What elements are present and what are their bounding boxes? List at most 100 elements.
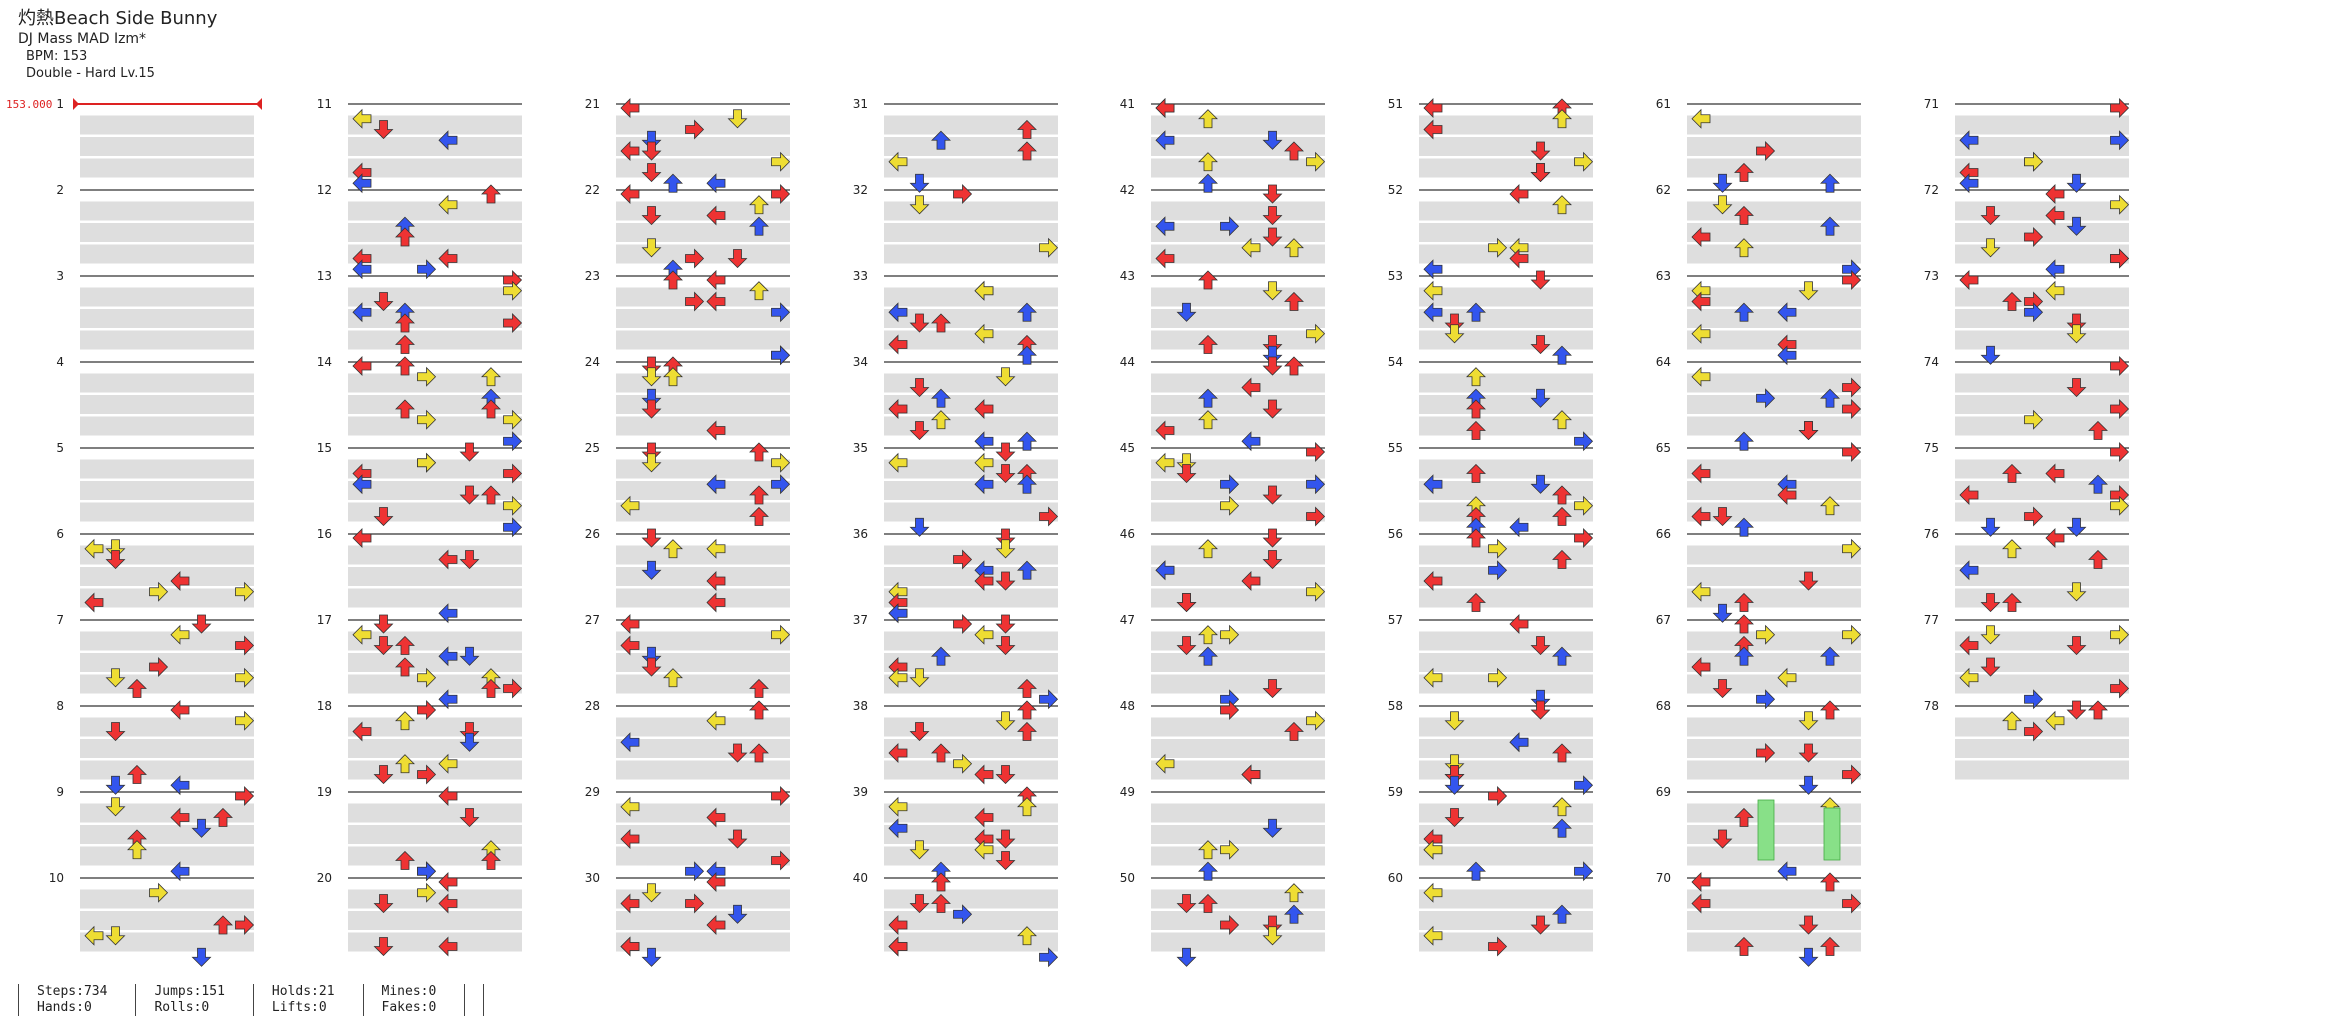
measure-number: 46: [1120, 527, 1135, 541]
step-arrow-icon: [909, 421, 930, 441]
step-arrow-icon: [1959, 485, 1979, 505]
step-arrow-icon: [663, 539, 683, 559]
step-arrow-icon: [1959, 635, 1979, 656]
step-arrow-icon: [974, 624, 994, 645]
step-arrow-icon: [503, 495, 523, 516]
step-arrow-icon: [1198, 625, 1218, 645]
measure-number: 62: [1656, 183, 1671, 197]
beat-band: [616, 717, 790, 737]
measure-number: 60: [1388, 871, 1403, 885]
step-arrow-icon: [352, 302, 372, 323]
beat-band: [1151, 330, 1325, 350]
step-arrow-icon: [771, 151, 791, 172]
step-arrow-icon: [2024, 151, 2044, 172]
measure-number: 28: [585, 699, 600, 713]
step-arrow-icon: [1756, 689, 1776, 710]
beat-band: [348, 287, 522, 307]
beat-band: [1687, 223, 1861, 242]
step-arrow-icon: [1262, 281, 1283, 301]
step-arrow-icon: [1980, 657, 2001, 677]
step-arrow-icon: [1530, 689, 1551, 709]
beat-band: [80, 459, 254, 479]
step-arrow-icon: [706, 474, 726, 495]
step-arrow-icon: [1176, 894, 1197, 914]
step-arrow-icon: [1980, 345, 2001, 365]
step-arrow-icon: [503, 678, 523, 699]
beat-band: [1419, 459, 1593, 479]
step-arrow-icon: [931, 743, 951, 763]
step-arrow-icon: [771, 302, 791, 323]
beat-band: [1419, 223, 1593, 242]
step-arrow-icon: [1734, 614, 1754, 634]
step-arrow-icon: [2110, 495, 2130, 516]
step-arrow-icon: [1262, 335, 1283, 355]
step-arrow-icon: [2088, 474, 2108, 494]
measure-number: 57: [1388, 613, 1403, 627]
step-arrow-icon: [1198, 893, 1218, 913]
step-arrow-icon: [1691, 581, 1711, 602]
beat-band: [80, 653, 254, 672]
step-arrow-icon: [1198, 646, 1218, 666]
step-arrow-icon: [2002, 539, 2022, 559]
measure-number: 32: [853, 183, 868, 197]
measure-number: 36: [853, 527, 868, 541]
step-arrow-icon: [373, 765, 394, 785]
measure-number: 33: [853, 269, 868, 283]
step-arrow-icon: [995, 367, 1016, 387]
step-arrow-icon: [1552, 485, 1572, 505]
step-arrow-icon: [1284, 721, 1304, 741]
beat-band: [1151, 717, 1325, 737]
step-arrow-icon: [1712, 679, 1733, 699]
beat-band: [1955, 287, 2129, 307]
beat-band: [1151, 158, 1325, 178]
measure-number: 72: [1924, 183, 1939, 197]
step-arrow-icon: [888, 743, 908, 763]
step-arrow-icon: [1262, 926, 1283, 946]
hold-note: [1757, 799, 1775, 861]
measure-number: 1: [56, 97, 64, 111]
step-arrow-icon: [2066, 313, 2087, 333]
step-arrow-icon: [1509, 248, 1529, 269]
step-arrow-icon: [395, 334, 415, 354]
step-arrow-icon: [1574, 151, 1594, 172]
beat-band: [348, 545, 522, 565]
beat-band: [1419, 717, 1593, 737]
step-arrow-icon: [503, 409, 523, 430]
measure-number: 73: [1924, 269, 1939, 283]
step-arrow-icon: [706, 571, 726, 591]
beat-band: [616, 588, 790, 608]
step-arrow-icon: [1262, 399, 1283, 419]
step-arrow-icon: [1241, 764, 1261, 785]
beat-band: [884, 932, 1058, 952]
beat-band: [1687, 889, 1861, 909]
step-arrow-icon: [1284, 904, 1304, 924]
step-arrow-icon: [1306, 710, 1326, 731]
step-arrow-icon: [663, 668, 683, 688]
step-arrow-icon: [438, 936, 458, 957]
measure-number: 61: [1656, 97, 1671, 111]
step-arrow-icon: [1734, 238, 1754, 258]
step-arrow-icon: [1017, 431, 1037, 451]
step-arrow-icon: [1444, 765, 1465, 785]
step-arrow-icon: [995, 636, 1016, 656]
step-arrow-icon: [417, 861, 437, 882]
step-arrow-icon: [105, 539, 126, 559]
step-arrow-icon: [1530, 270, 1551, 290]
step-arrow-icon: [888, 796, 908, 817]
step-arrow-icon: [1820, 700, 1840, 720]
step-arrow-icon: [459, 808, 480, 828]
beat-band: [348, 567, 522, 586]
step-arrow-icon: [1959, 560, 1979, 581]
step-arrow-icon: [888, 667, 908, 688]
step-arrow-icon: [127, 840, 147, 860]
beat-band: [348, 803, 522, 823]
step-arrow-icon: [395, 711, 415, 731]
step-arrow-icon: [1423, 119, 1443, 140]
step-arrow-icon: [974, 474, 994, 495]
step-arrow-icon: [1842, 442, 1862, 462]
beat-band: [1687, 631, 1861, 651]
beat-band: [884, 223, 1058, 242]
step-arrow-icon: [481, 367, 501, 387]
beat-band: [1955, 481, 2129, 500]
step-arrow-icon: [1552, 345, 1572, 365]
